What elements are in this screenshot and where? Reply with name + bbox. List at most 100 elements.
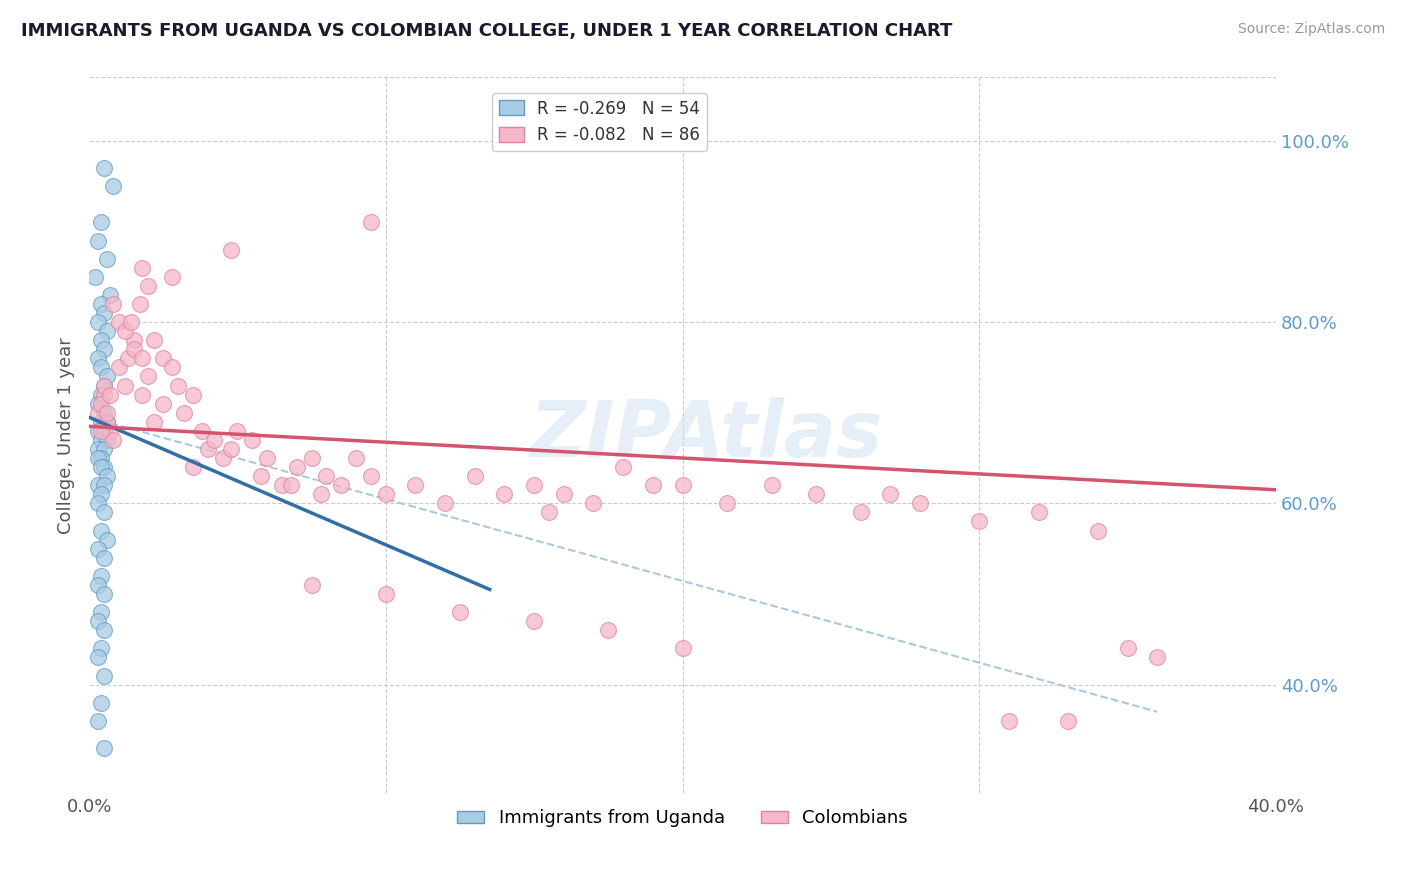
Point — [101, 433, 124, 447]
Point — [93, 478, 115, 492]
Point — [93, 550, 115, 565]
Point — [280, 478, 302, 492]
Point — [93, 741, 115, 756]
Point — [93, 406, 115, 420]
Point — [360, 215, 382, 229]
Point — [87, 315, 110, 329]
Point — [90, 641, 112, 656]
Point — [87, 451, 110, 466]
Point — [114, 324, 136, 338]
Point — [374, 587, 396, 601]
Legend: Immigrants from Uganda, Colombians: Immigrants from Uganda, Colombians — [450, 802, 915, 834]
Point — [122, 333, 145, 347]
Point — [138, 278, 160, 293]
Point — [152, 397, 174, 411]
Point — [93, 378, 115, 392]
Point — [90, 297, 112, 311]
Point — [202, 433, 225, 447]
Point — [131, 260, 153, 275]
Point — [87, 478, 110, 492]
Point — [93, 505, 115, 519]
Point — [96, 533, 118, 547]
Point — [160, 360, 183, 375]
Point — [256, 451, 278, 466]
Point — [87, 397, 110, 411]
Text: IMMIGRANTS FROM UGANDA VS COLOMBIAN COLLEGE, UNDER 1 YEAR CORRELATION CHART: IMMIGRANTS FROM UGANDA VS COLOMBIAN COLL… — [21, 22, 952, 40]
Point — [221, 442, 243, 456]
Point — [330, 478, 353, 492]
Point — [181, 387, 204, 401]
Point — [93, 343, 115, 357]
Point — [93, 587, 115, 601]
Point — [1116, 641, 1139, 656]
Point — [93, 668, 115, 682]
Point — [1057, 714, 1080, 728]
Point — [908, 496, 931, 510]
Point — [90, 569, 112, 583]
Point — [128, 297, 150, 311]
Point — [90, 451, 112, 466]
Point — [173, 406, 195, 420]
Point — [360, 469, 382, 483]
Point — [98, 288, 121, 302]
Point — [998, 714, 1021, 728]
Point — [84, 269, 107, 284]
Point — [138, 369, 160, 384]
Point — [761, 478, 783, 492]
Point — [122, 343, 145, 357]
Text: ZIPAtlas: ZIPAtlas — [530, 398, 883, 474]
Point — [221, 243, 243, 257]
Point — [523, 614, 546, 628]
Point — [967, 515, 990, 529]
Point — [90, 415, 112, 429]
Point — [90, 696, 112, 710]
Point — [96, 324, 118, 338]
Point — [143, 415, 166, 429]
Point — [181, 460, 204, 475]
Point — [464, 469, 486, 483]
Point — [90, 460, 112, 475]
Point — [96, 415, 118, 429]
Point — [90, 215, 112, 229]
Point — [1028, 505, 1050, 519]
Point — [90, 524, 112, 538]
Point — [152, 351, 174, 366]
Point — [87, 496, 110, 510]
Point — [93, 387, 115, 401]
Point — [120, 315, 142, 329]
Point — [804, 487, 827, 501]
Point — [87, 541, 110, 556]
Point — [101, 297, 124, 311]
Point — [309, 487, 332, 501]
Point — [523, 478, 546, 492]
Point — [671, 641, 693, 656]
Point — [90, 333, 112, 347]
Point — [90, 605, 112, 619]
Point — [96, 415, 118, 429]
Point — [93, 161, 115, 175]
Point — [849, 505, 872, 519]
Point — [537, 505, 560, 519]
Point — [117, 351, 139, 366]
Point — [107, 315, 129, 329]
Point — [87, 424, 110, 438]
Point — [344, 451, 367, 466]
Point — [434, 496, 457, 510]
Point — [250, 469, 273, 483]
Y-axis label: College, Under 1 year: College, Under 1 year — [58, 337, 75, 533]
Point — [612, 460, 634, 475]
Point — [90, 433, 112, 447]
Point — [240, 433, 263, 447]
Point — [374, 487, 396, 501]
Point — [87, 351, 110, 366]
Point — [96, 406, 118, 420]
Text: Source: ZipAtlas.com: Source: ZipAtlas.com — [1237, 22, 1385, 37]
Point — [404, 478, 426, 492]
Point — [87, 578, 110, 592]
Point — [598, 624, 620, 638]
Point — [716, 496, 738, 510]
Point — [107, 360, 129, 375]
Point — [87, 442, 110, 456]
Point — [582, 496, 605, 510]
Point — [226, 424, 249, 438]
